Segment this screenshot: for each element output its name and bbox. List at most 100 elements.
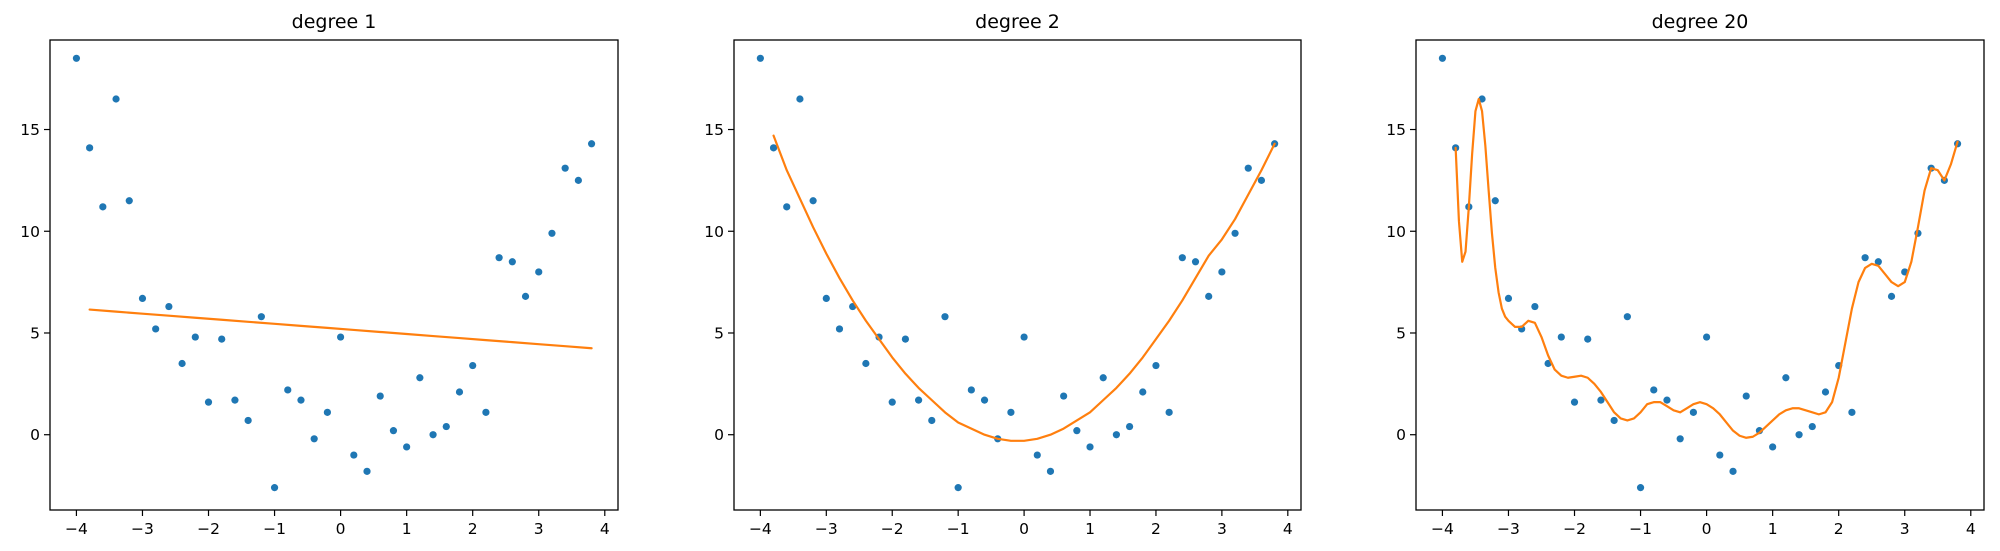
data-point <box>1703 333 1711 341</box>
data-point <box>1504 294 1513 302</box>
data-point <box>99 203 107 211</box>
data-point <box>1636 484 1645 492</box>
data-point <box>403 443 411 451</box>
x-tick-label: −2 <box>881 520 904 538</box>
panel-3: degree 20 −4 −3 −2 −1 0 1 2 3 4 0 5 10 15 <box>1386 11 1985 538</box>
data-point <box>297 396 305 404</box>
data-point <box>1244 164 1252 172</box>
data-point <box>455 388 464 396</box>
data-point <box>1808 422 1816 431</box>
data-point <box>257 313 265 321</box>
data-point <box>1231 229 1239 237</box>
panel-2: degree 2 −4 −3 −2 −1 0 1 2 3 4 0 5 10 15 <box>704 11 1302 538</box>
data-point <box>1165 408 1173 416</box>
data-point <box>152 325 160 333</box>
data-point <box>389 427 398 435</box>
data-point <box>1597 396 1605 404</box>
panel-title: degree 20 <box>1652 11 1749 33</box>
data-point <box>915 396 923 404</box>
data-point <box>1086 443 1094 451</box>
fit-line <box>88 308 593 350</box>
data-point <box>376 392 384 400</box>
data-point <box>928 416 936 425</box>
data-point <box>323 408 331 416</box>
data-point <box>1716 451 1724 459</box>
data-point <box>1584 335 1592 343</box>
data-point <box>1020 333 1028 341</box>
data-point <box>1570 398 1579 406</box>
data-point <box>901 335 910 343</box>
data-point <box>495 254 503 262</box>
data-point <box>809 197 817 205</box>
data-point <box>756 54 764 62</box>
data-point <box>1139 388 1147 396</box>
data-point <box>442 422 450 431</box>
x-tick-label: −1 <box>263 520 286 538</box>
scatter-points <box>1438 54 1962 492</box>
data-point <box>1650 386 1658 394</box>
x-tick-label: 1 <box>402 520 412 538</box>
x-tick-label: 0 <box>336 520 346 538</box>
data-point <box>1191 258 1200 266</box>
data-point <box>1623 313 1631 321</box>
data-point <box>783 203 791 211</box>
x-tick-label: 2 <box>1151 520 1161 538</box>
scatter-points <box>756 54 1279 492</box>
data-point <box>125 197 133 205</box>
x-tick-label: −3 <box>131 520 154 538</box>
data-point <box>86 144 94 152</box>
y-tick-label: 0 <box>714 426 724 444</box>
axes-frame <box>1415 39 1985 511</box>
data-point <box>1769 443 1777 451</box>
data-point <box>1676 435 1684 443</box>
x-tick-label: 4 <box>1283 520 1293 538</box>
data-point <box>165 302 173 311</box>
data-point <box>521 292 530 300</box>
data-point <box>1046 467 1055 475</box>
data-point <box>508 258 516 266</box>
data-point <box>218 335 226 343</box>
data-point <box>270 484 279 492</box>
data-point <box>1531 302 1539 311</box>
data-point <box>1218 268 1226 276</box>
data-point <box>138 294 147 302</box>
data-point <box>1887 292 1896 300</box>
data-point <box>178 359 186 368</box>
x-tick-label: −4 <box>749 520 772 538</box>
x-tick-label: 4 <box>600 520 610 538</box>
data-point <box>1557 333 1565 341</box>
data-point <box>112 95 120 103</box>
x-tick-label: 2 <box>468 520 478 538</box>
data-point <box>1874 258 1882 266</box>
data-point <box>548 229 556 237</box>
data-point <box>469 361 477 370</box>
data-point <box>1205 292 1213 300</box>
y-tick-label: 5 <box>1396 324 1406 342</box>
x-tick-label: −1 <box>1629 520 1652 538</box>
y-tick-label: 15 <box>20 121 40 139</box>
data-point <box>1033 451 1041 459</box>
data-point <box>191 333 199 341</box>
x-tick-label: 3 <box>1900 520 1910 538</box>
x-tick-label: −3 <box>1497 520 1520 538</box>
y-tick-label: 0 <box>1396 426 1406 444</box>
data-point <box>954 484 962 492</box>
data-point <box>967 386 975 394</box>
data-point <box>1861 254 1869 262</box>
data-point <box>1821 388 1830 396</box>
x-tick-label: 4 <box>1966 520 1976 538</box>
panel-title: degree 1 <box>292 11 377 33</box>
data-point <box>796 95 804 103</box>
x-tick-label: −4 <box>65 520 88 538</box>
data-point <box>350 451 358 459</box>
x-tick-label: −2 <box>1563 520 1586 538</box>
y-tick-label: 5 <box>30 324 40 342</box>
data-point <box>980 396 989 404</box>
data-point <box>1073 427 1081 435</box>
data-point <box>337 333 345 341</box>
data-point <box>284 386 292 394</box>
y-tick-label: 10 <box>20 223 40 241</box>
data-point <box>1663 396 1671 404</box>
